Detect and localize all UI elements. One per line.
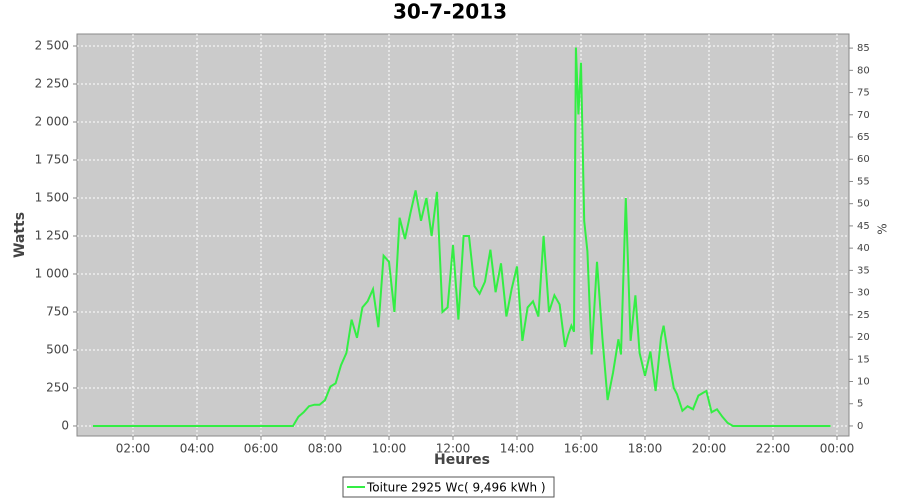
y-tick-label: 500 — [46, 342, 69, 356]
y-tick-label: 1 500 — [35, 190, 69, 204]
x-tick-label: 12:00 — [436, 442, 471, 456]
y-tick-label: 250 — [46, 380, 69, 394]
y-tick-label: 1 000 — [35, 266, 69, 280]
y2-tick-label: 85 — [857, 43, 870, 54]
x-tick-label: 22:00 — [756, 442, 791, 456]
y2-tick-label: 30 — [857, 288, 870, 299]
y-tick-label: 1 750 — [35, 152, 69, 166]
x-tick-label: 14:00 — [500, 442, 535, 456]
legend — [342, 476, 555, 498]
x-tick-label: 04:00 — [180, 442, 215, 456]
y2-tick-label: 20 — [857, 332, 870, 343]
x-tick-label: 20:00 — [692, 442, 727, 456]
y2-tick-label: 25 — [857, 310, 870, 321]
y2-tick-label: 80 — [857, 65, 870, 76]
y-tick-label: 2 250 — [35, 77, 69, 91]
y2-tick-label: 60 — [857, 154, 870, 165]
y2-tick-label: 65 — [857, 132, 870, 143]
y-axis-label: Watts — [12, 212, 28, 258]
y-tick-label: 2 000 — [35, 114, 69, 128]
y2-tick-label: 15 — [857, 354, 870, 365]
series-line — [93, 47, 831, 427]
x-axis-label: Heures — [434, 452, 490, 468]
y2-tick-label: 10 — [857, 376, 870, 387]
chart-title: 30-7-2013 — [393, 0, 507, 24]
x-tick-label: 16:00 — [564, 442, 599, 456]
y-tick-label: 0 — [61, 418, 69, 432]
y2-tick-label: 40 — [857, 243, 870, 254]
y-tick-label: 1 250 — [35, 228, 69, 242]
y2-tick-label: 35 — [857, 265, 870, 276]
y2-tick-label: 70 — [857, 110, 870, 121]
y2-axis-label: % — [876, 223, 890, 234]
y-tick-label: 750 — [46, 304, 69, 318]
y2-tick-label: 0 — [857, 421, 863, 432]
x-tick-label: 18:00 — [628, 442, 663, 456]
legend-label: Toiture 2925 Wc( 9,496 kWh ) — [366, 481, 546, 495]
y2-tick-label: 45 — [857, 221, 870, 232]
y-tick-label: 2 500 — [35, 39, 69, 53]
x-tick-label: 08:00 — [308, 442, 343, 456]
x-tick-label: 10:00 — [372, 442, 407, 456]
y2-tick-label: 75 — [857, 88, 870, 99]
y2-tick-label: 5 — [857, 399, 863, 410]
x-tick-label: 02:00 — [116, 442, 151, 456]
y2-tick-label: 50 — [857, 199, 870, 210]
x-tick-label: 06:00 — [244, 442, 279, 456]
y2-tick-label: 55 — [857, 176, 870, 187]
x-tick-label: 00:00 — [820, 442, 855, 456]
